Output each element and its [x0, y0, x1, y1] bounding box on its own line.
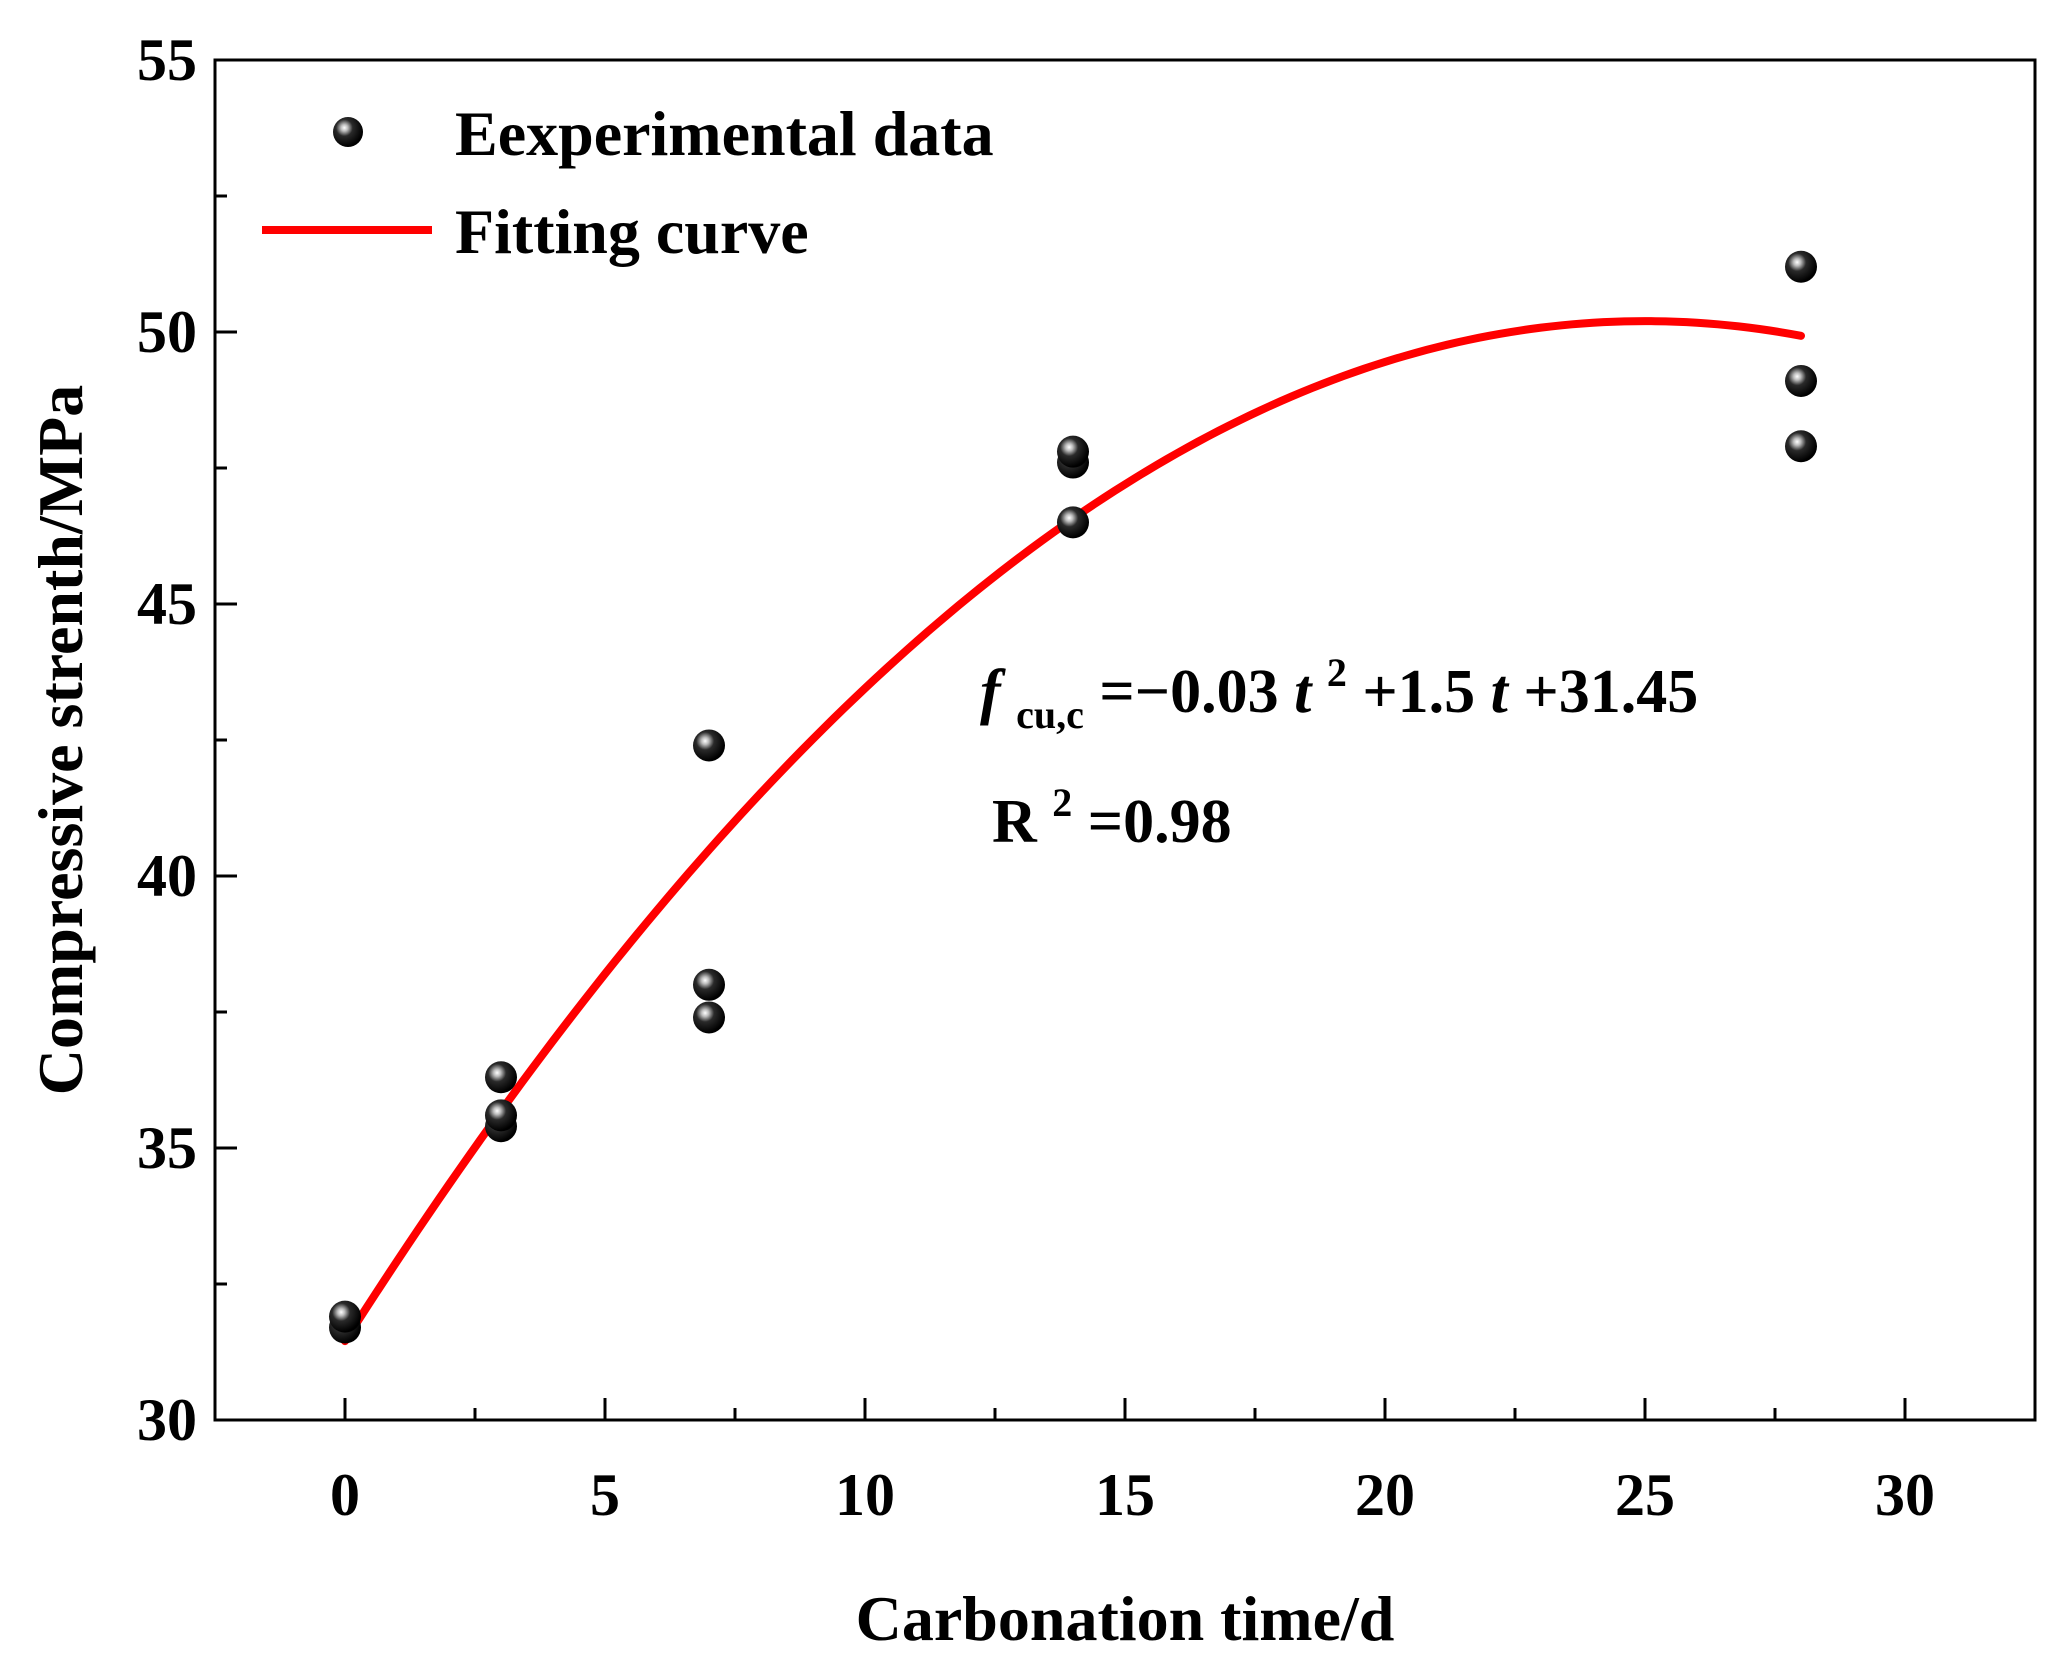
data-point: [693, 1001, 725, 1034]
data-point: [485, 1099, 517, 1132]
eq-part3: +31.45: [1523, 658, 1698, 726]
data-point: [1785, 364, 1817, 397]
y-axis-ticks: [215, 58, 237, 1422]
legend: Eexperimental data Fitting curve: [262, 98, 994, 267]
y-tick-label: 50: [137, 299, 197, 365]
x-tick-label: 15: [1095, 1462, 1155, 1528]
eq-part1: =−0.03: [1099, 658, 1278, 726]
r2-superscript: 2: [1052, 780, 1072, 825]
r2-prefix: R: [992, 788, 1038, 856]
data-point: [693, 968, 725, 1001]
eq-t1: t: [1294, 658, 1313, 726]
x-tick-label: 30: [1875, 1462, 1935, 1528]
data-point: [329, 1300, 361, 1333]
x-axis-ticks: [343, 1398, 1907, 1420]
data-point: [693, 729, 725, 762]
x-tick-label: 10: [835, 1462, 895, 1528]
eq-superscript: 2: [1327, 650, 1347, 695]
data-point: [1785, 430, 1817, 463]
eq-part2: +1.5: [1362, 658, 1475, 726]
y-tick-label: 55: [137, 27, 197, 93]
eq-t2: t: [1491, 658, 1510, 726]
data-point: [1785, 250, 1817, 283]
eq-symbol: f: [980, 658, 1006, 726]
eq-subscript: cu,c: [1016, 692, 1084, 737]
data-point: [1057, 506, 1089, 539]
legend-marker-experimental: [333, 117, 363, 147]
fit-equation: f cu,c =−0.03 t 2 +1.5 t +31.45: [980, 632, 1698, 742]
legend-label-fitting: Fitting curve: [455, 196, 809, 267]
x-axis-tick-labels: 0 5 10 15 20 25 30: [330, 1462, 1935, 1528]
data-points: [329, 250, 1817, 1344]
legend-label-experimental: Eexperimental data: [455, 98, 994, 169]
r2-value: =0.98: [1088, 788, 1232, 856]
y-axis-tick-labels: 30 35 40 45 50 55: [137, 27, 197, 1453]
y-tick-label: 40: [137, 843, 197, 909]
x-tick-label: 0: [330, 1462, 360, 1528]
x-tick-label: 20: [1355, 1462, 1415, 1528]
x-tick-label: 25: [1615, 1462, 1675, 1528]
data-point: [485, 1061, 517, 1094]
y-tick-label: 45: [137, 571, 197, 637]
y-tick-label: 35: [137, 1115, 197, 1181]
data-point: [1057, 435, 1089, 468]
r-squared: R 2 =0.98: [992, 762, 1232, 856]
y-tick-label: 30: [137, 1387, 197, 1453]
x-axis-title: Carbonation time/d: [856, 1583, 1395, 1654]
y-axis-title: Compressive strenth/MPa: [25, 385, 96, 1095]
x-tick-label: 5: [590, 1462, 620, 1528]
